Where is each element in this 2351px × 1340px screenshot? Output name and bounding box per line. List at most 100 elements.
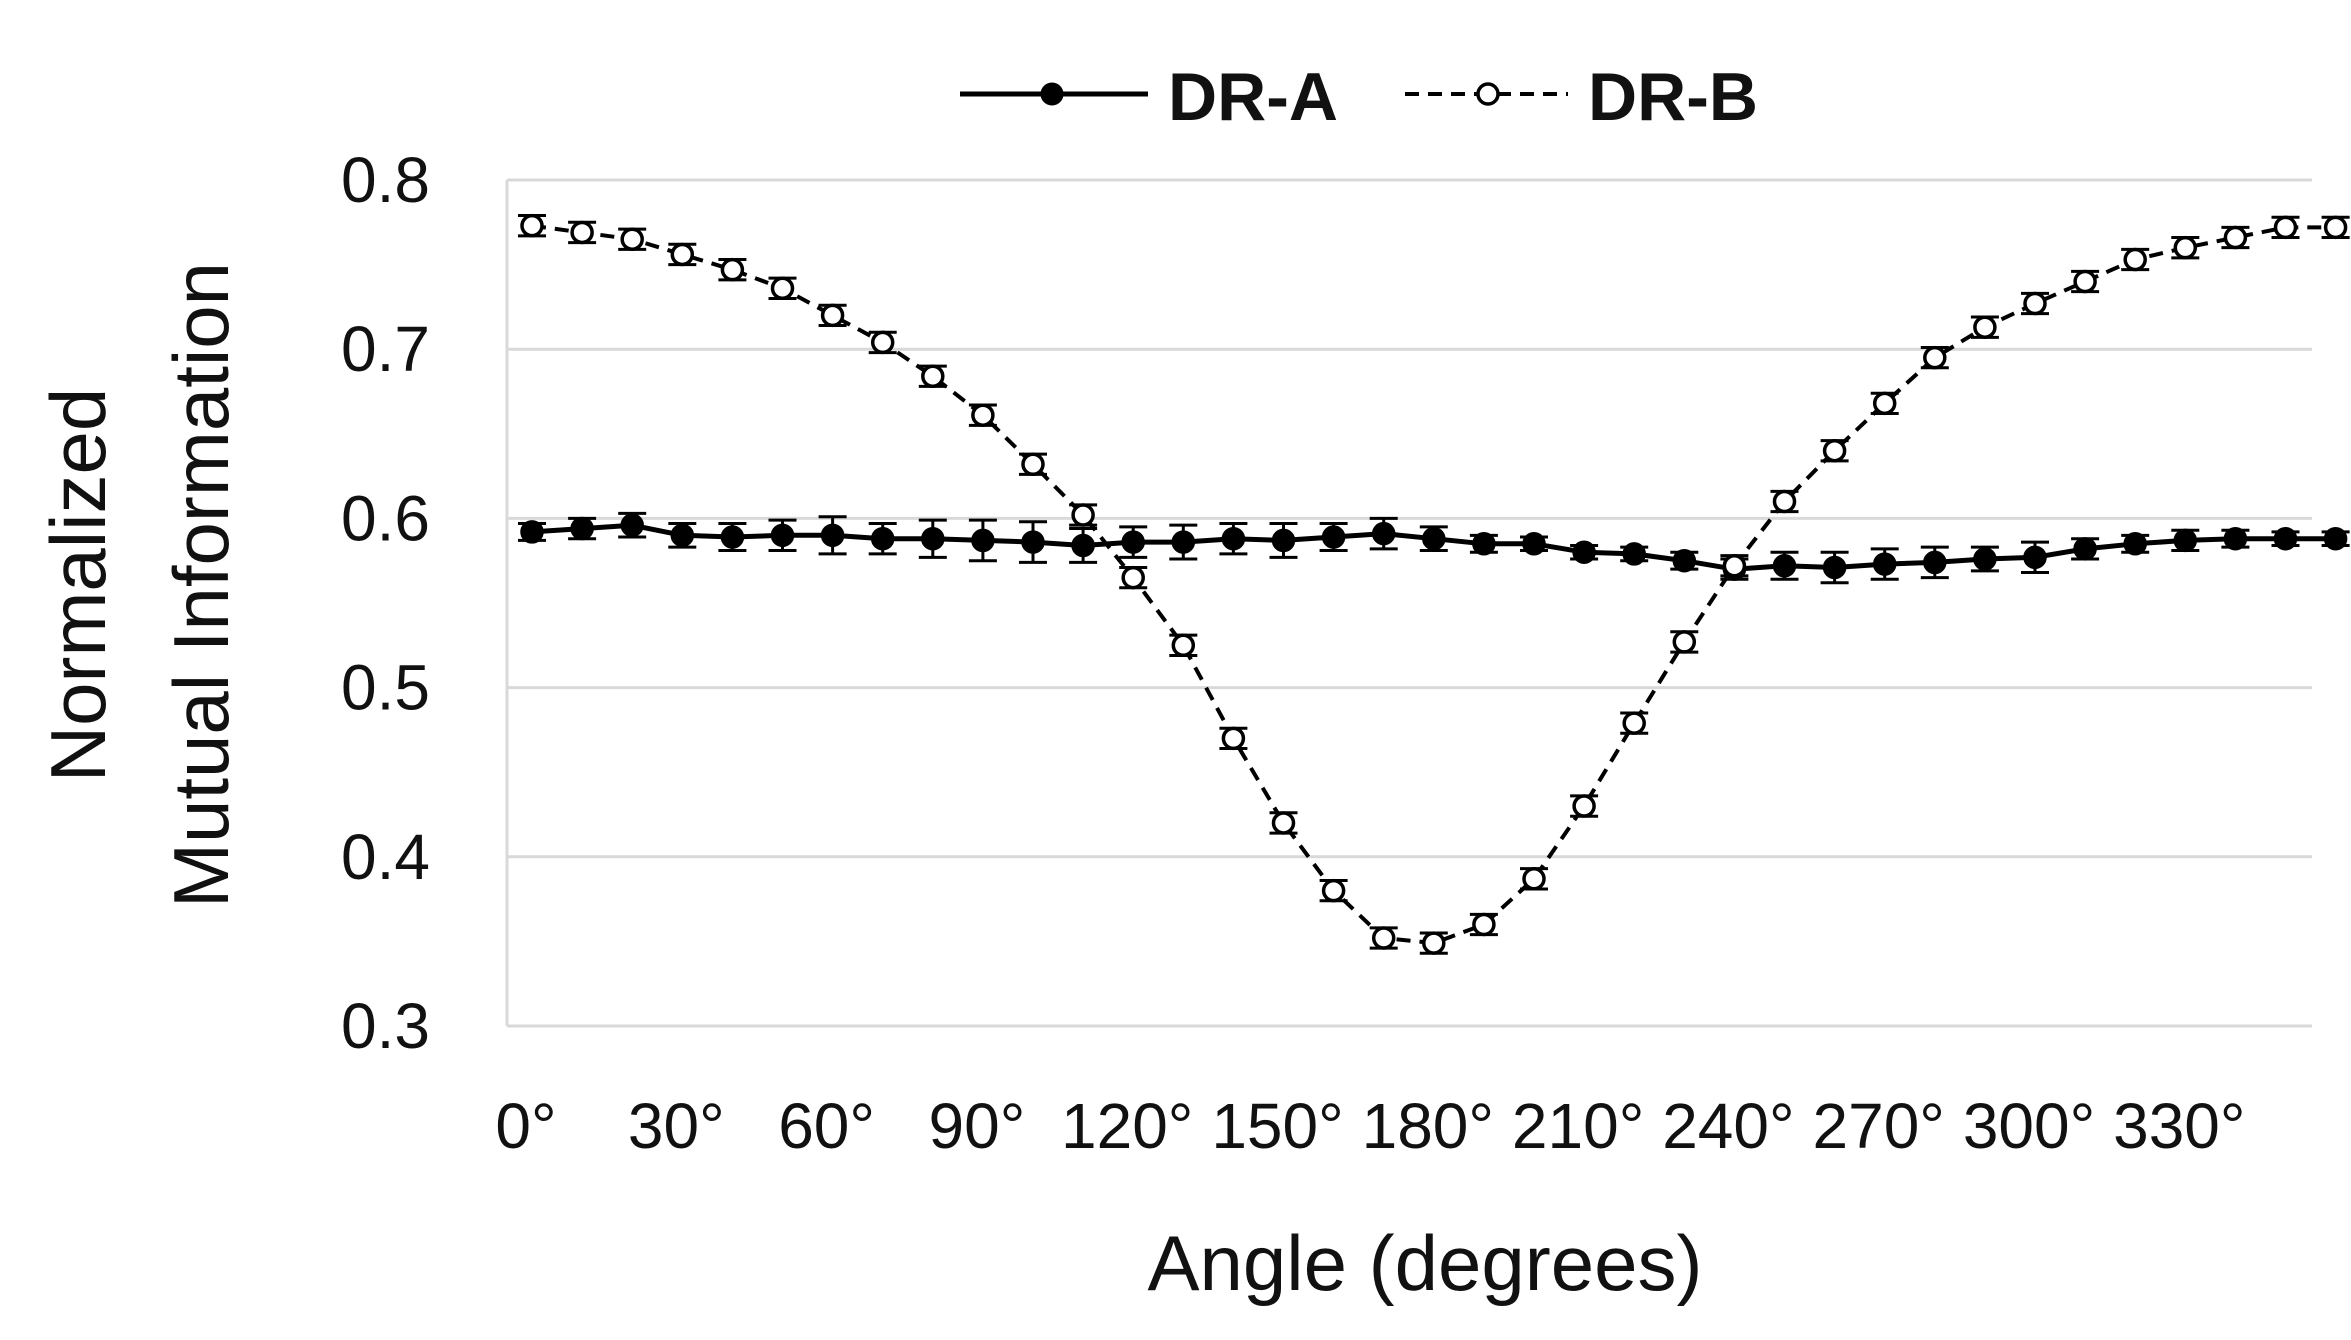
data-point-dr-a	[1021, 530, 1045, 554]
data-point-dr-b	[670, 242, 695, 267]
data-point-dr-a	[720, 525, 745, 549]
data-point-dr-a	[971, 528, 995, 553]
data-point-dr-a	[1872, 552, 1897, 576]
data-point-dr-b	[1321, 878, 1346, 903]
data-point-dr-a	[820, 523, 845, 548]
x-tick-label: 300°	[1963, 1090, 2095, 1162]
data-point-dr-b	[1572, 794, 1596, 818]
data-point-dr-a	[1622, 542, 1646, 566]
y-tick-label: 0.5	[341, 652, 430, 724]
x-tick-label: 150°	[1211, 1090, 1343, 1162]
data-point-dr-b	[1872, 391, 1897, 416]
x-axis-ticks: 0° 30° 60° 90° 120° 150° 180° 210° 240° 270° 300° 3…	[495, 1090, 2245, 1162]
legend-item-dr-a: DR-A	[960, 59, 1338, 135]
data-point-dr-b	[1371, 926, 1396, 950]
data-point-dr-b	[1121, 565, 1145, 590]
data-point-dr-a	[1522, 532, 1546, 556]
data-point-dr-a	[1221, 526, 1246, 551]
legend-item-dr-b: DR-B	[1405, 59, 1758, 135]
x-tick-label: 210°	[1512, 1090, 1644, 1162]
data-point-dr-b	[1522, 867, 1546, 891]
series-layer	[518, 213, 2350, 955]
data-point-dr-b	[971, 403, 995, 427]
data-point-dr-a	[1672, 548, 1697, 573]
data-point-dr-a	[1472, 532, 1496, 556]
data-point-dr-a	[570, 516, 594, 541]
x-tick-label: 30°	[628, 1090, 725, 1162]
data-point-dr-a	[670, 523, 695, 548]
series-dr-a	[518, 511, 2350, 585]
x-tick-label: 180°	[1362, 1090, 1494, 1162]
data-point-dr-b	[620, 227, 644, 251]
data-point-dr-a	[2173, 528, 2198, 553]
y-tick-label: 0.6	[341, 482, 430, 554]
data-point-dr-a	[1271, 528, 1296, 553]
data-point-dr-a	[1071, 533, 1095, 558]
data-point-dr-b	[1822, 438, 1847, 463]
y-axis-ticks: 0.3 0.4 0.5 0.6 0.7 0.8	[341, 144, 430, 1062]
data-point-dr-a	[1822, 555, 1847, 580]
data-point-dr-b	[2073, 269, 2097, 294]
data-point-dr-a	[770, 523, 795, 548]
y-tick-label: 0.8	[341, 144, 430, 216]
data-point-dr-b	[1422, 931, 1446, 955]
y-tick-label: 0.4	[341, 821, 430, 893]
data-point-dr-a	[2123, 532, 2147, 556]
data-point-dr-a	[520, 520, 544, 544]
data-point-dr-a	[2073, 537, 2097, 561]
x-tick-label: 120°	[1061, 1090, 1193, 1162]
legend: DR-A DR-B	[960, 59, 1758, 135]
x-tick-label: 240°	[1662, 1090, 1794, 1162]
data-point-dr-a	[2323, 526, 2348, 551]
data-point-dr-b	[1271, 811, 1296, 835]
data-point-dr-a	[2273, 526, 2298, 551]
data-point-dr-b	[1672, 630, 1697, 654]
data-point-dr-b	[570, 220, 594, 245]
data-point-dr-b	[1171, 633, 1196, 658]
data-point-dr-b	[870, 330, 895, 355]
data-point-dr-a	[870, 526, 895, 551]
data-point-dr-b	[2023, 291, 2047, 316]
data-point-dr-b	[2273, 215, 2298, 240]
data-point-dr-a	[2023, 545, 2047, 570]
data-point-dr-b	[1221, 726, 1246, 751]
data-point-dr-b	[1772, 489, 1797, 514]
data-point-dr-b	[2123, 247, 2147, 272]
data-point-dr-b	[1622, 711, 1646, 735]
data-point-dr-b	[921, 364, 945, 389]
data-point-dr-a	[1422, 526, 1446, 551]
y-axis-title: Normalized Mutual Information	[34, 262, 245, 908]
data-point-dr-a	[1923, 550, 1947, 575]
data-point-dr-b	[2173, 235, 2198, 260]
y-tick-label: 0.3	[341, 990, 430, 1062]
data-point-dr-b	[520, 213, 544, 238]
data-point-dr-a	[921, 526, 945, 551]
x-tick-label: 60°	[778, 1090, 875, 1162]
legend-label-dr-b: DR-B	[1588, 59, 1758, 135]
data-point-dr-b	[1722, 554, 1747, 578]
x-axis-title: Angle (degrees)	[1148, 1219, 1703, 1307]
data-point-dr-b	[1923, 345, 1947, 370]
data-point-dr-b	[1973, 315, 1997, 339]
data-point-dr-b	[770, 276, 795, 301]
data-point-dr-b	[2323, 215, 2348, 240]
data-point-dr-a	[1371, 521, 1396, 546]
data-point-dr-b	[1472, 912, 1496, 937]
x-tick-label: 330°	[2113, 1090, 2245, 1162]
gridlines	[505, 178, 2312, 1028]
data-point-dr-a	[1572, 540, 1596, 564]
series-dr-b	[518, 213, 2350, 955]
y-axis-title-line-2: Mutual Information	[157, 262, 245, 908]
data-point-dr-a	[2223, 526, 2248, 551]
data-point-dr-b	[820, 303, 845, 328]
data-point-dr-b	[720, 257, 745, 282]
x-tick-label: 90°	[929, 1090, 1026, 1162]
x-tick-label: 270°	[1813, 1090, 1945, 1162]
y-tick-label: 0.7	[341, 313, 430, 385]
legend-marker-dr-a	[1040, 82, 1064, 106]
legend-marker-dr-b	[1476, 82, 1500, 106]
data-point-dr-b	[1021, 452, 1045, 477]
legend-label-dr-a: DR-A	[1168, 59, 1338, 135]
data-point-dr-b	[2223, 225, 2248, 250]
